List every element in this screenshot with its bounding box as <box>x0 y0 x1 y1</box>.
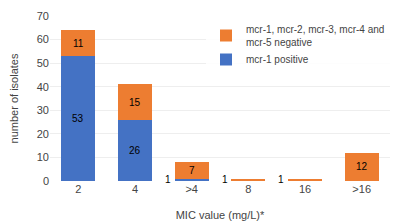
svg-text:0: 0 <box>43 175 49 187</box>
svg-text:7: 7 <box>189 165 195 176</box>
svg-text:60: 60 <box>37 33 49 45</box>
svg-text:53: 53 <box>72 113 84 124</box>
svg-text:1: 1 <box>165 174 171 185</box>
svg-text:16: 16 <box>299 183 311 195</box>
svg-text:12: 12 <box>356 161 368 172</box>
svg-text:>4: >4 <box>185 183 198 195</box>
svg-text:1: 1 <box>222 174 228 185</box>
svg-text:1: 1 <box>278 174 284 185</box>
svg-text:mcr-1, mcr-2, mcr-3, mcr-4 and: mcr-1, mcr-2, mcr-3, mcr-4 andmcr-5 nega… <box>246 24 384 48</box>
svg-text:8: 8 <box>245 183 251 195</box>
svg-text:11: 11 <box>73 38 84 49</box>
svg-text:26: 26 <box>129 145 141 156</box>
svg-text:>16: >16 <box>352 183 371 195</box>
svg-text:50: 50 <box>37 57 49 69</box>
svg-text:mcr-1 positive: mcr-1 positive <box>246 54 309 65</box>
svg-text:30: 30 <box>37 104 49 116</box>
svg-text:2: 2 <box>75 183 81 195</box>
svg-text:20: 20 <box>37 128 49 140</box>
svg-text:10: 10 <box>37 151 49 163</box>
svg-text:number of isolates: number of isolates <box>8 53 20 143</box>
svg-text:MIC value (mg/L)*: MIC value (mg/L)* <box>176 209 265 221</box>
svg-text:15: 15 <box>129 97 141 108</box>
svg-text:4: 4 <box>132 183 138 195</box>
svg-text:70: 70 <box>37 10 49 22</box>
svg-text:40: 40 <box>37 81 49 93</box>
